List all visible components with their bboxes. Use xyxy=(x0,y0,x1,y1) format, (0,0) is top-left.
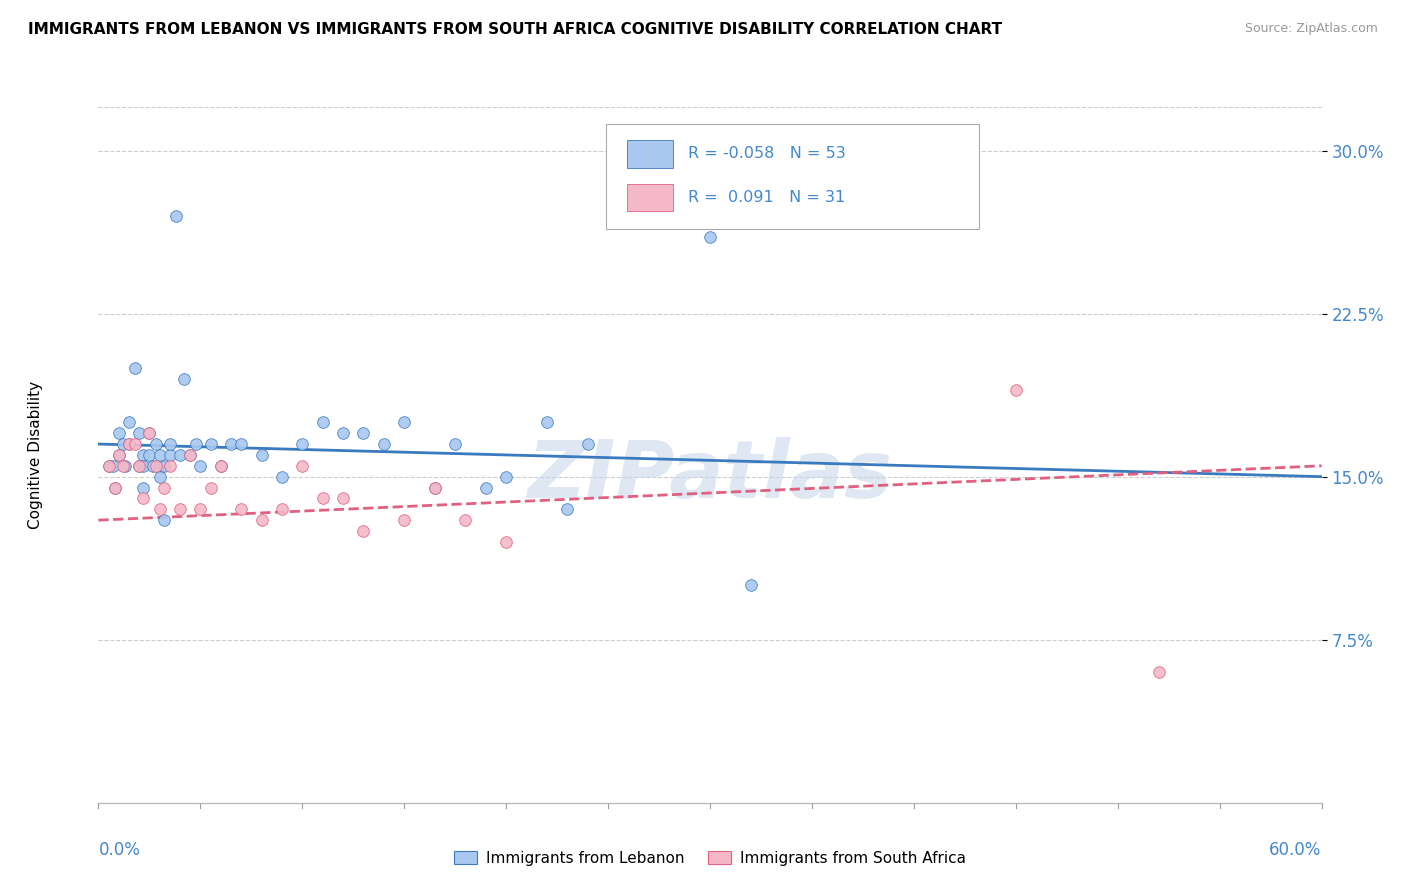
Point xyxy=(108,426,131,441)
Point xyxy=(291,437,314,451)
Point xyxy=(159,448,181,462)
Point xyxy=(118,437,141,451)
Point xyxy=(352,524,374,538)
Point xyxy=(444,437,467,451)
Point xyxy=(149,448,172,462)
Bar xyxy=(627,140,673,168)
Point xyxy=(118,415,141,429)
Point xyxy=(200,437,222,451)
Point xyxy=(179,448,201,462)
Point xyxy=(149,469,172,483)
Point xyxy=(169,448,191,462)
Point xyxy=(128,458,150,473)
Point xyxy=(108,448,131,462)
Y-axis label: Cognitive Disability: Cognitive Disability xyxy=(28,381,42,529)
Point xyxy=(186,437,208,451)
Point xyxy=(474,481,498,495)
Point xyxy=(1004,383,1026,397)
Point xyxy=(132,491,155,506)
Point xyxy=(169,502,191,516)
Point xyxy=(270,502,294,516)
Point xyxy=(536,415,558,429)
Point xyxy=(152,458,174,473)
Point xyxy=(132,448,155,462)
Point xyxy=(138,426,160,441)
Point xyxy=(128,426,150,441)
Point xyxy=(495,469,517,483)
Point xyxy=(101,458,124,473)
Text: IMMIGRANTS FROM LEBANON VS IMMIGRANTS FROM SOUTH AFRICA COGNITIVE DISABILITY COR: IMMIGRANTS FROM LEBANON VS IMMIGRANTS FR… xyxy=(28,22,1002,37)
Point xyxy=(128,458,150,473)
Point xyxy=(352,426,374,441)
Point xyxy=(145,437,167,451)
Point xyxy=(159,458,181,473)
Point xyxy=(231,502,253,516)
Text: ZIPatlas: ZIPatlas xyxy=(527,437,893,515)
Point xyxy=(1147,665,1170,680)
Point xyxy=(132,481,155,495)
Point xyxy=(740,578,762,592)
Point xyxy=(555,502,579,516)
Point xyxy=(165,209,187,223)
Point xyxy=(495,535,517,549)
Point xyxy=(152,481,174,495)
Point xyxy=(373,437,395,451)
Point xyxy=(392,415,416,429)
Point xyxy=(104,481,127,495)
Point xyxy=(576,437,599,451)
Point xyxy=(209,458,232,473)
Point xyxy=(152,513,174,527)
Point xyxy=(312,491,335,506)
Point xyxy=(179,448,201,462)
Point xyxy=(250,448,273,462)
Point xyxy=(231,437,253,451)
Text: R = -0.058   N = 53: R = -0.058 N = 53 xyxy=(688,146,846,161)
Point xyxy=(97,458,120,473)
Point xyxy=(291,458,314,473)
Point xyxy=(209,458,232,473)
Point xyxy=(149,458,172,473)
Point xyxy=(423,481,446,495)
Point xyxy=(142,458,165,473)
Point xyxy=(124,437,146,451)
Point xyxy=(145,458,167,473)
Point xyxy=(111,437,134,451)
Point xyxy=(97,458,120,473)
Point xyxy=(423,481,446,495)
Text: 0.0%: 0.0% xyxy=(98,841,141,859)
Point xyxy=(111,458,134,473)
Point xyxy=(250,513,273,527)
Text: 60.0%: 60.0% xyxy=(1270,841,1322,859)
Point xyxy=(188,502,212,516)
Point xyxy=(108,448,131,462)
FancyBboxPatch shape xyxy=(606,124,979,229)
Point xyxy=(270,469,294,483)
Point xyxy=(159,437,181,451)
Point xyxy=(173,372,195,386)
Point xyxy=(312,415,335,429)
Point xyxy=(200,481,222,495)
Legend: Immigrants from Lebanon, Immigrants from South Africa: Immigrants from Lebanon, Immigrants from… xyxy=(449,845,972,871)
Point xyxy=(392,513,416,527)
Point xyxy=(332,491,354,506)
Point xyxy=(149,502,172,516)
Point xyxy=(699,230,721,244)
Text: Source: ZipAtlas.com: Source: ZipAtlas.com xyxy=(1244,22,1378,36)
Point xyxy=(132,458,155,473)
Point xyxy=(124,360,146,375)
Point xyxy=(138,426,160,441)
Point xyxy=(454,513,477,527)
Point xyxy=(118,437,141,451)
Text: R =  0.091   N = 31: R = 0.091 N = 31 xyxy=(688,190,845,205)
Point xyxy=(114,458,136,473)
Point xyxy=(188,458,212,473)
Point xyxy=(104,481,127,495)
Point xyxy=(332,426,354,441)
Point xyxy=(138,448,160,462)
Bar xyxy=(627,184,673,211)
Point xyxy=(219,437,242,451)
